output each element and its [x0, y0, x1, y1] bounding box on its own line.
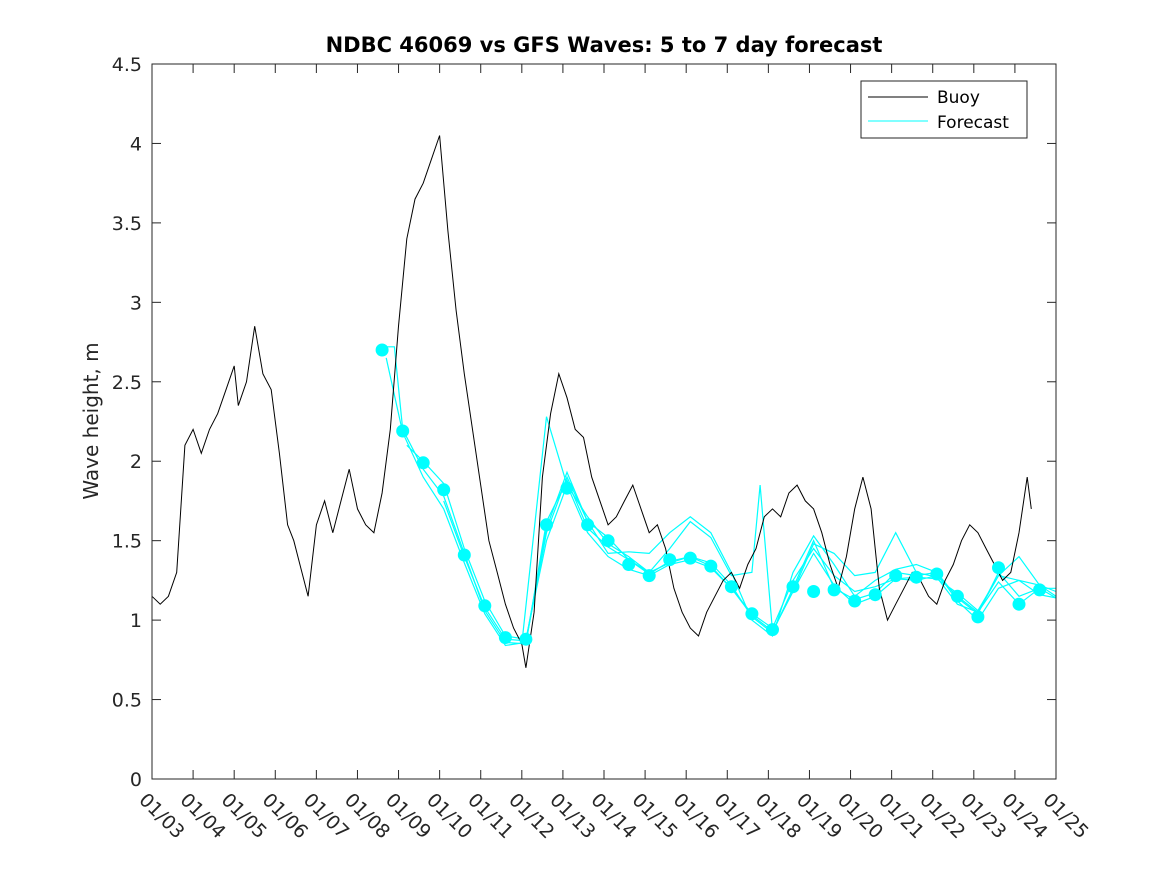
forecast-marker: [683, 551, 697, 565]
forecast-marker: [437, 483, 451, 497]
legend-box: [860, 80, 1028, 139]
forecast-marker: [971, 610, 985, 624]
y-tick-label: 4.5: [112, 54, 142, 76]
forecast-marker: [519, 632, 533, 646]
y-tick-label: 2.5: [112, 372, 142, 394]
forecast-marker: [807, 585, 821, 598]
forecast-marker: [1012, 597, 1026, 611]
y-axis: 0 0.5 1 1.5 2 2.5 3 3.5 4 4.5: [112, 54, 1056, 791]
buoy-line-group: [151, 135, 1032, 668]
y-tick-label: 0.5: [112, 690, 142, 712]
forecast-marker: [786, 580, 800, 594]
legend-forecast-label: Forecast: [937, 113, 1009, 133]
forecast-marker: [827, 583, 841, 597]
forecast-marker: [581, 518, 595, 532]
forecast-marker: [950, 589, 964, 603]
forecast-marker: [375, 343, 389, 357]
y-tick-label: 3.5: [112, 213, 142, 235]
buoy-line: [151, 135, 1032, 668]
forecast-marker: [478, 599, 492, 613]
forecast-marker: [457, 548, 471, 562]
forecast-marker: [540, 518, 553, 532]
forecast-line-3: [406, 444, 1057, 640]
legend-buoy-label: Buoy: [937, 88, 980, 108]
forecast-marker: [498, 631, 512, 645]
forecast-marker: [766, 623, 779, 637]
forecast-marker: [642, 569, 656, 583]
forecast-marker: [416, 456, 430, 470]
forecast-marker: [930, 567, 944, 581]
forecast-marker: [601, 534, 615, 548]
forecast-marker: [704, 559, 718, 573]
forecast-marker: [724, 580, 738, 594]
y-tick-label: 1: [130, 610, 142, 632]
y-tick-label: 3: [130, 292, 142, 314]
forecast-marker: [560, 481, 574, 495]
y-axis-label: Wave height, m: [79, 342, 103, 499]
forecast-marker: [663, 553, 677, 567]
chart-title: NDBC 46069 vs GFS Waves: 5 to 7 day fore…: [326, 33, 883, 57]
forecast-markers-group: [375, 343, 1047, 646]
y-tick-label: 2: [130, 451, 142, 473]
legend: Buoy Forecast: [860, 80, 1028, 139]
y-tick-label: 1.5: [112, 531, 142, 553]
plot-area: [152, 64, 1056, 779]
forecast-marker: [868, 588, 882, 602]
forecast-marker: [745, 607, 759, 621]
forecast-marker: [848, 594, 862, 608]
y-tick-label: 4: [130, 133, 142, 155]
forecast-marker: [909, 570, 923, 584]
forecast-marker: [889, 569, 903, 583]
y-tick-label: 0: [130, 769, 142, 791]
forecast-marker: [622, 558, 636, 571]
forecast-marker: [1033, 583, 1047, 597]
forecast-marker: [992, 561, 1005, 575]
forecast-marker: [396, 424, 410, 438]
